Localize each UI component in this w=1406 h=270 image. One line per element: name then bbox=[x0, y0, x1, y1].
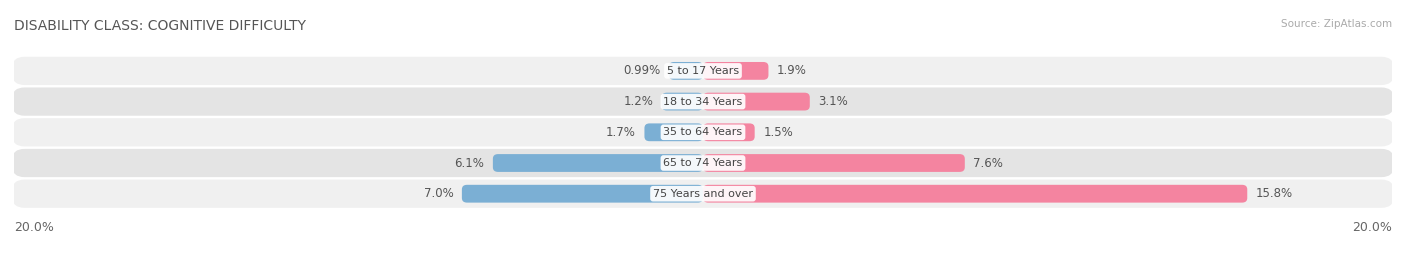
FancyBboxPatch shape bbox=[644, 123, 703, 141]
Text: Source: ZipAtlas.com: Source: ZipAtlas.com bbox=[1281, 19, 1392, 29]
FancyBboxPatch shape bbox=[13, 118, 1393, 146]
Text: 20.0%: 20.0% bbox=[1353, 221, 1392, 234]
FancyBboxPatch shape bbox=[669, 62, 703, 80]
Text: 7.6%: 7.6% bbox=[973, 157, 1004, 170]
Text: 3.1%: 3.1% bbox=[818, 95, 848, 108]
Text: 1.2%: 1.2% bbox=[623, 95, 652, 108]
FancyBboxPatch shape bbox=[13, 180, 1393, 208]
FancyBboxPatch shape bbox=[13, 57, 1393, 85]
Text: 20.0%: 20.0% bbox=[14, 221, 53, 234]
Text: 0.99%: 0.99% bbox=[623, 64, 661, 77]
Text: 1.7%: 1.7% bbox=[606, 126, 636, 139]
Text: 35 to 64 Years: 35 to 64 Years bbox=[664, 127, 742, 137]
Text: DISABILITY CLASS: COGNITIVE DIFFICULTY: DISABILITY CLASS: COGNITIVE DIFFICULTY bbox=[14, 19, 307, 33]
FancyBboxPatch shape bbox=[13, 87, 1393, 116]
Text: 1.9%: 1.9% bbox=[778, 64, 807, 77]
FancyBboxPatch shape bbox=[703, 62, 769, 80]
FancyBboxPatch shape bbox=[703, 93, 810, 110]
FancyBboxPatch shape bbox=[494, 154, 703, 172]
Text: 18 to 34 Years: 18 to 34 Years bbox=[664, 97, 742, 107]
Text: 6.1%: 6.1% bbox=[454, 157, 484, 170]
Text: 7.0%: 7.0% bbox=[423, 187, 453, 200]
Text: 65 to 74 Years: 65 to 74 Years bbox=[664, 158, 742, 168]
FancyBboxPatch shape bbox=[461, 185, 703, 202]
Text: 1.5%: 1.5% bbox=[763, 126, 793, 139]
Text: 15.8%: 15.8% bbox=[1256, 187, 1294, 200]
FancyBboxPatch shape bbox=[703, 185, 1247, 202]
FancyBboxPatch shape bbox=[13, 149, 1393, 177]
FancyBboxPatch shape bbox=[703, 154, 965, 172]
FancyBboxPatch shape bbox=[703, 123, 755, 141]
Text: 5 to 17 Years: 5 to 17 Years bbox=[666, 66, 740, 76]
FancyBboxPatch shape bbox=[662, 93, 703, 110]
Text: 75 Years and over: 75 Years and over bbox=[652, 189, 754, 199]
